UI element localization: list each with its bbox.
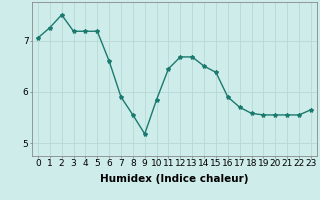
X-axis label: Humidex (Indice chaleur): Humidex (Indice chaleur)	[100, 174, 249, 184]
